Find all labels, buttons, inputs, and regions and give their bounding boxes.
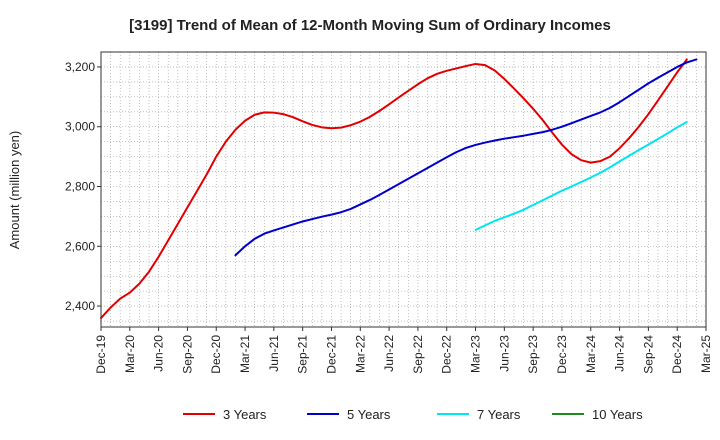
y-tick-label: 3,200 <box>65 60 95 74</box>
y-tick-label: 2,600 <box>65 239 95 253</box>
y-tick-label: 3,000 <box>65 120 95 134</box>
x-tick-label: Jun-20 <box>152 335 166 372</box>
x-tick-label: Dec-21 <box>324 335 338 374</box>
x-tick-label: Sep-24 <box>641 335 655 374</box>
x-tick-label: Dec-23 <box>555 335 569 374</box>
legend-label-10-years: 10 Years <box>592 407 643 422</box>
legend: 3 Years 5 Years 7 Years 10 Years <box>183 407 643 422</box>
x-tick-label: Sep-23 <box>526 335 540 374</box>
grid-horizontal <box>101 51 706 322</box>
plot-area <box>100 51 707 328</box>
x-tick-label: Dec-19 <box>94 335 108 374</box>
legend-label-7-years: 7 Years <box>477 407 521 422</box>
y-axis-label: Amount (million yen) <box>7 131 22 250</box>
plot-background <box>101 52 706 327</box>
x-tick-label: Sep-22 <box>411 335 425 374</box>
series-lines <box>100 58 698 320</box>
series-line-7-years <box>474 120 688 231</box>
y-axis-ticks: 2,400 2,600 2,800 3,000 3,200 <box>65 60 101 313</box>
x-tick-label: Sep-20 <box>180 335 194 374</box>
x-tick-label: Mar-23 <box>469 335 483 373</box>
x-tick-label: Mar-21 <box>238 335 252 373</box>
x-tick-label: Mar-24 <box>584 335 598 373</box>
x-tick-label: Mar-25 <box>699 335 713 373</box>
x-tick-label: Mar-22 <box>353 335 367 373</box>
x-axis-ticks: Dec-19 Mar-20 Jun-20 Sep-20 Dec-20 Mar-21 Jun-… <box>94 327 713 374</box>
x-tick-label: Dec-22 <box>440 335 454 374</box>
series-line-5-years <box>234 58 698 257</box>
chart-title: [3199] Trend of Mean of 12-Month Moving … <box>129 17 611 34</box>
series-line-3-years <box>100 58 688 320</box>
x-tick-label: Dec-24 <box>670 335 684 374</box>
y-tick-label: 2,800 <box>65 180 95 194</box>
plot-border <box>100 51 707 328</box>
legend-label-5-years: 5 Years <box>347 407 391 422</box>
y-tick-label: 2,400 <box>65 299 95 313</box>
x-tick-label: Mar-20 <box>123 335 137 373</box>
x-tick-label: Sep-21 <box>296 335 310 374</box>
x-tick-label: Jun-22 <box>382 335 396 372</box>
x-tick-label: Jun-24 <box>613 335 627 372</box>
x-tick-label: Jun-23 <box>497 335 511 372</box>
x-tick-label: Jun-21 <box>267 335 281 372</box>
legend-label-3-years: 3 Years <box>223 407 267 422</box>
x-tick-label: Dec-20 <box>209 335 223 374</box>
